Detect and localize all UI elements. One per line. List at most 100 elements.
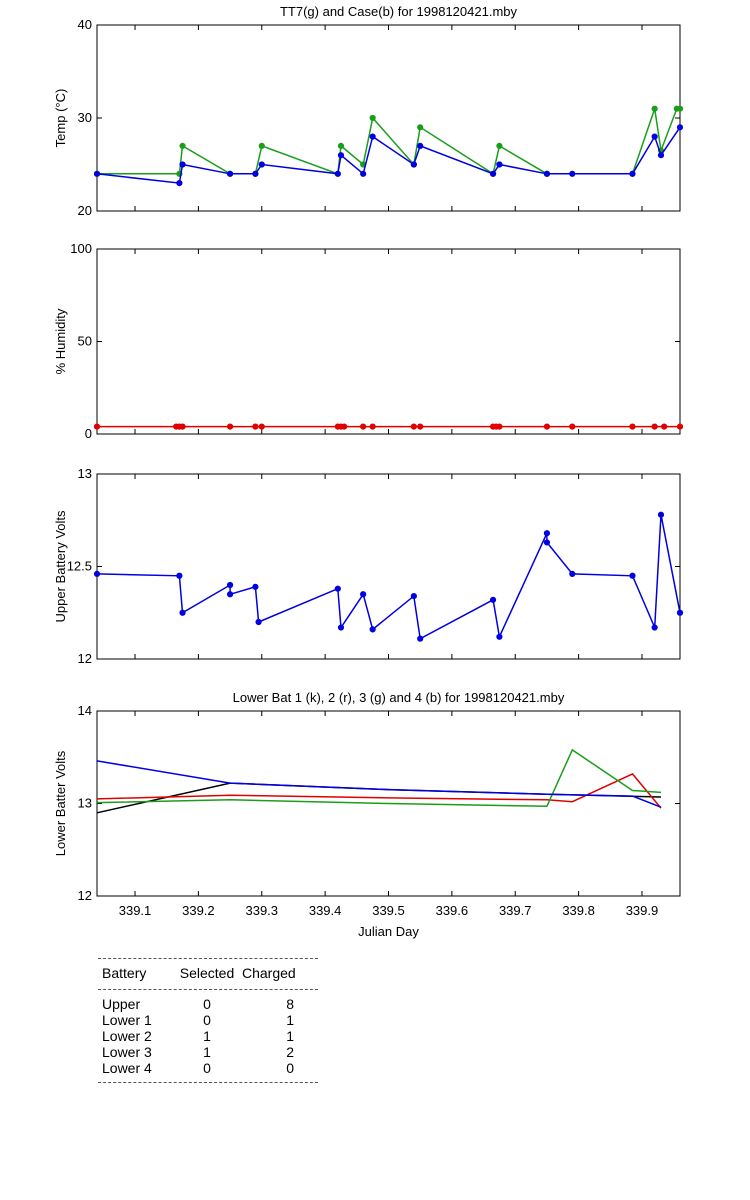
- y-axis-label: Upper Battery Volts: [53, 510, 68, 622]
- data-point: [360, 591, 367, 598]
- y-tick-label: 14: [78, 703, 92, 718]
- data-point: [543, 423, 551, 430]
- data-point: [496, 142, 503, 149]
- chart-title: Lower Bat 1 (k), 2 (r), 3 (g) and 4 (b) …: [233, 690, 565, 705]
- data-point: [226, 581, 234, 589]
- data-point: [543, 539, 551, 546]
- row-charged: 8: [286, 996, 294, 1012]
- data-point: [489, 596, 497, 603]
- data-point: [369, 423, 376, 430]
- row-selected: 1: [203, 1028, 211, 1044]
- chart-figure: 20 30 40 TT7(g) and Case(b) for 1998120421.…: [53, 4, 684, 939]
- table-rule-mid: [98, 989, 318, 990]
- data-point: [651, 133, 658, 140]
- data-point: [676, 105, 684, 112]
- panel-2: 0 50 100 % Humidity: [53, 241, 684, 441]
- panel-3: 12 12.5 13 Upper Battery Volts: [53, 466, 684, 666]
- table-row: Lower 3 1 2: [102, 1044, 318, 1060]
- data-point: [676, 124, 684, 131]
- data-point: [496, 161, 503, 168]
- data-point: [179, 161, 186, 168]
- y-tick-label: 12.5: [67, 559, 92, 574]
- data-point: [651, 624, 658, 631]
- series-line-4-2: [96, 772, 662, 809]
- data-point: [417, 423, 424, 430]
- data-point: [255, 618, 262, 626]
- y-axis-label: Lower Batter Volts: [53, 750, 68, 856]
- x-tick-label: 339.4: [309, 903, 342, 918]
- plot-frame: [96, 24, 681, 212]
- y-tick-label: 100: [70, 241, 92, 256]
- header-battery: Battery: [102, 965, 147, 981]
- data-point: [676, 423, 684, 430]
- data-point: [543, 530, 551, 537]
- data-point: [179, 609, 186, 616]
- data-point: [569, 423, 576, 430]
- y-axis-label: % Humidity: [53, 308, 68, 374]
- data-point: [337, 142, 345, 149]
- header-selected: Selected: [179, 965, 235, 981]
- data-point: [226, 591, 234, 598]
- data-point: [629, 423, 636, 430]
- plot-frame: [96, 248, 681, 435]
- series-line-4-3: [96, 748, 662, 808]
- data-point: [651, 105, 658, 112]
- row-battery: Lower 1: [102, 1012, 152, 1028]
- data-point: [661, 423, 668, 430]
- data-point: [496, 423, 503, 430]
- x-tick-label: 339.3: [245, 903, 278, 918]
- row-selected: 0: [203, 996, 211, 1012]
- x-tick-label: 339.9: [626, 903, 659, 918]
- data-point: [496, 633, 503, 640]
- y-tick-label: 30: [78, 110, 92, 125]
- table-row: Lower 4 0 0: [102, 1060, 318, 1076]
- row-selected: 0: [203, 1012, 211, 1028]
- table-header: Battery Selected Charged: [98, 959, 318, 989]
- data-point: [410, 423, 417, 430]
- y-tick-label: 0: [85, 426, 92, 441]
- data-point: [410, 161, 417, 168]
- data-point: [651, 423, 658, 430]
- row-charged: 1: [286, 1012, 294, 1028]
- data-point: [341, 423, 348, 430]
- data-point: [334, 585, 341, 592]
- x-tick-label: 339.8: [562, 903, 595, 918]
- series-line-1-3: [96, 126, 681, 184]
- plot-frame: [96, 473, 681, 660]
- data-point: [657, 511, 665, 518]
- x-tick-label: 339.1: [119, 903, 152, 918]
- table-rule-top: [98, 958, 318, 959]
- data-point: [629, 170, 636, 177]
- data-point: [360, 423, 367, 430]
- data-point: [489, 170, 497, 177]
- y-tick-label: 12: [78, 888, 92, 903]
- data-point: [410, 593, 417, 600]
- data-point: [657, 152, 665, 159]
- y-axis-label: Temp (°C): [53, 89, 68, 148]
- row-battery: Upper: [102, 996, 141, 1012]
- data-point: [417, 124, 424, 131]
- panel-1: 20 30 40 TT7(g) and Case(b) for 1998120421.…: [53, 4, 684, 218]
- data-point: [258, 161, 265, 168]
- row-charged: 1: [286, 1028, 294, 1044]
- x-tick-label: 339.7: [499, 903, 532, 918]
- data-point: [543, 170, 551, 177]
- data-point: [179, 142, 186, 149]
- data-point: [252, 423, 259, 430]
- table-row: Upper 0 8: [102, 996, 318, 1012]
- row-battery: Lower 3: [102, 1044, 152, 1060]
- row-selected: 1: [203, 1044, 211, 1060]
- row-battery: Lower 4: [102, 1060, 152, 1076]
- data-point: [226, 170, 234, 177]
- panel-4: 12 13 14 339.1 339.2 339.3 339.4 339.5 339.6 339.…: [53, 690, 681, 939]
- data-point: [569, 570, 576, 578]
- data-point: [337, 624, 345, 631]
- data-point: [629, 572, 636, 579]
- data-point: [93, 570, 101, 578]
- row-selected: 0: [203, 1060, 211, 1076]
- data-point: [569, 170, 576, 177]
- table-row: Lower 2 1 1: [102, 1028, 318, 1044]
- data-point: [176, 180, 183, 187]
- x-tick-label: 339.5: [372, 903, 405, 918]
- y-tick-label: 40: [78, 17, 92, 32]
